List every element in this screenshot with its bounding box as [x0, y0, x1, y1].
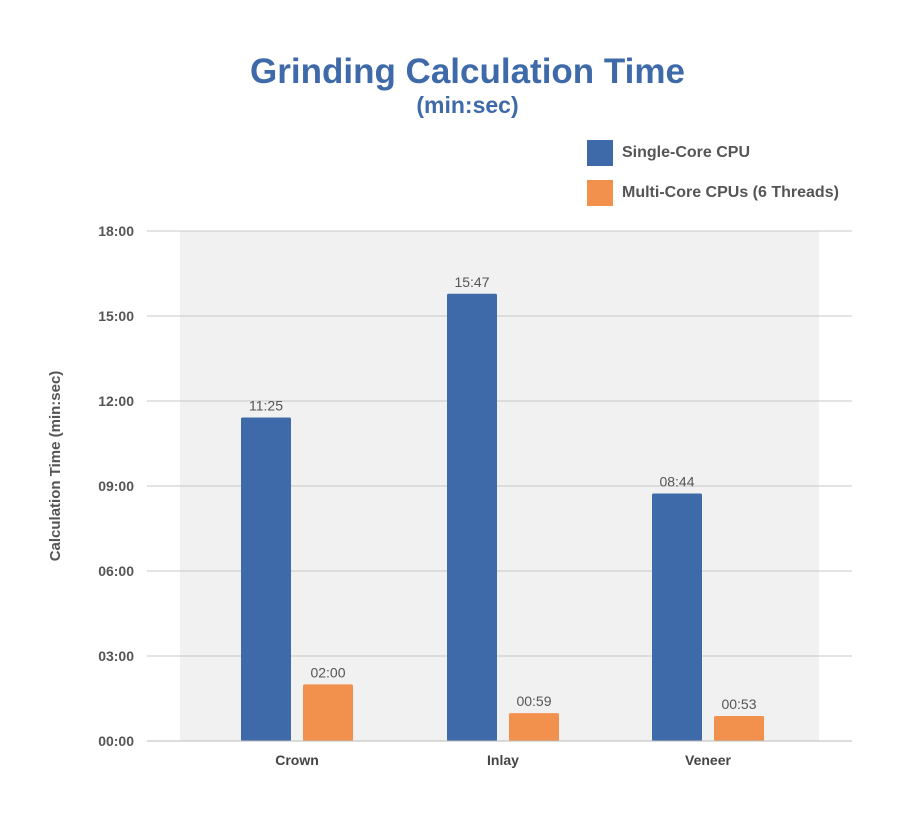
- y-tick-label: 09:00: [98, 478, 134, 494]
- chart-subtitle: (min:sec): [416, 92, 519, 118]
- bar-crown-multi-core: [303, 684, 353, 741]
- y-tick-label: 15:00: [98, 308, 134, 324]
- y-tick-label: 03:00: [98, 648, 134, 664]
- y-tick-label: 06:00: [98, 563, 134, 579]
- y-tick-label: 18:00: [98, 223, 134, 239]
- x-tick-label: Veneer: [685, 752, 731, 768]
- legend-item-multi-core: Multi-Core CPUs (6 Threads): [587, 180, 839, 206]
- bar-crown-single-core: [241, 417, 291, 741]
- x-tick-label: Inlay: [487, 752, 519, 768]
- chart-title: Grinding Calculation Time: [250, 52, 685, 91]
- y-tick-label: 12:00: [98, 393, 134, 409]
- legend-swatch-multi-core: [587, 180, 613, 206]
- data-label: 00:53: [721, 696, 756, 712]
- data-label: 00:59: [516, 693, 551, 709]
- legend-swatch-single-core: [587, 140, 613, 166]
- legend-label: Multi-Core CPUs (6 Threads): [622, 184, 839, 201]
- legend-item-single-core: Single-Core CPU: [587, 140, 750, 166]
- bar-veneer-multi-core: [714, 715, 764, 741]
- data-label: 15:47: [454, 274, 489, 290]
- data-label: 11:25: [249, 398, 283, 414]
- y-tick-label: 00:00: [98, 733, 134, 749]
- x-tick-label: Crown: [275, 752, 319, 768]
- data-label: 02:00: [310, 664, 345, 680]
- data-label: 08:44: [659, 474, 694, 490]
- bar-inlay-single-core: [447, 293, 497, 741]
- y-axis-label: Calculation Time (min:sec): [47, 371, 64, 562]
- legend-label: Single-Core CPU: [622, 144, 751, 161]
- bar-veneer-single-core: [652, 493, 702, 741]
- bar-inlay-multi-core: [509, 713, 559, 741]
